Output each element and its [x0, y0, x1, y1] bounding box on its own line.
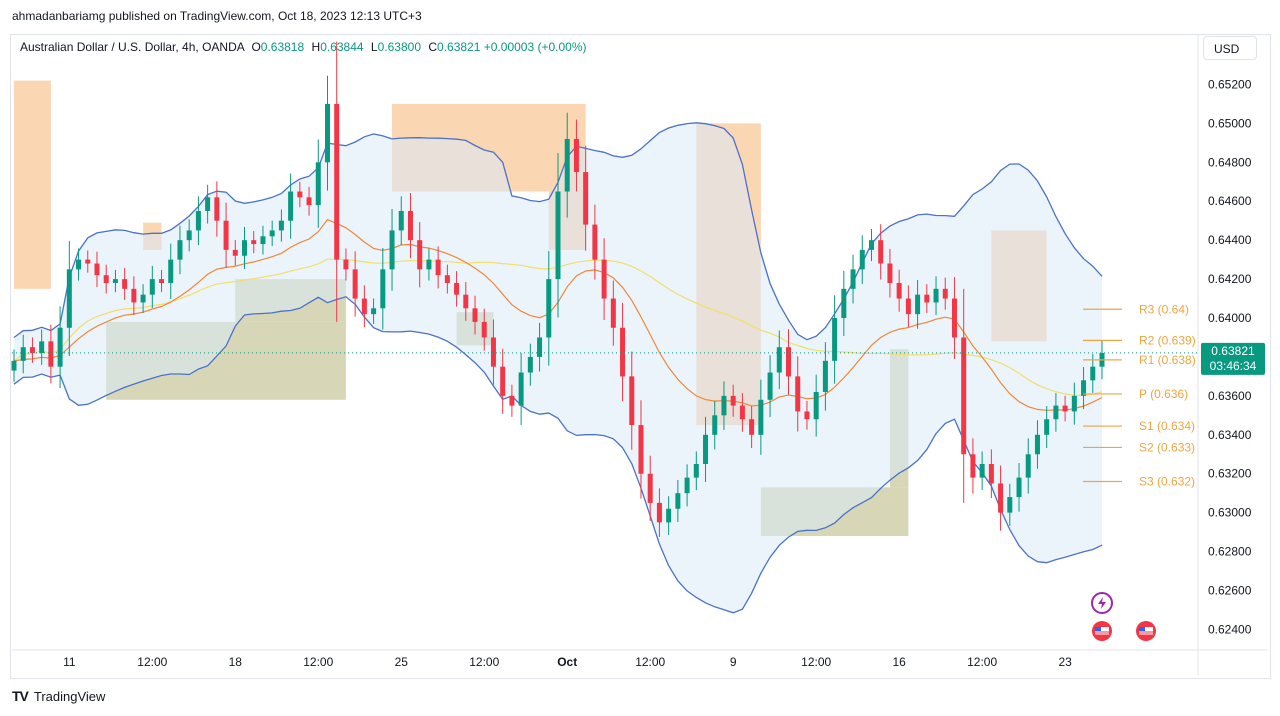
close-label: C — [428, 40, 438, 54]
publisher-line: ahmadanbariamg published on TradingView.… — [12, 9, 422, 23]
currency-button[interactable]: USD — [1203, 36, 1257, 60]
change-value: +0.00003 (+0.00%) — [483, 40, 587, 54]
open-label: O — [251, 40, 261, 54]
tradingview-mark-icon: TV — [12, 688, 29, 704]
low-value: 0.63800 — [377, 40, 421, 54]
chart-frame — [10, 34, 1271, 679]
open-value: 0.63818 — [260, 40, 305, 54]
high-label: H — [311, 40, 321, 54]
low-label: L — [370, 40, 378, 54]
symbol-legend: Australian Dollar / U.S. Dollar, 4h, OAN… — [20, 40, 587, 54]
tradingview-brand-label: TradingView — [33, 688, 106, 704]
symbol-title[interactable]: Australian Dollar / U.S. Dollar, 4h, OAN… — [20, 40, 245, 54]
tradingview-logo[interactable]: TV TradingView — [12, 688, 105, 704]
high-value: 0.63844 — [320, 40, 364, 54]
close-value: 0.63821 — [437, 40, 481, 54]
